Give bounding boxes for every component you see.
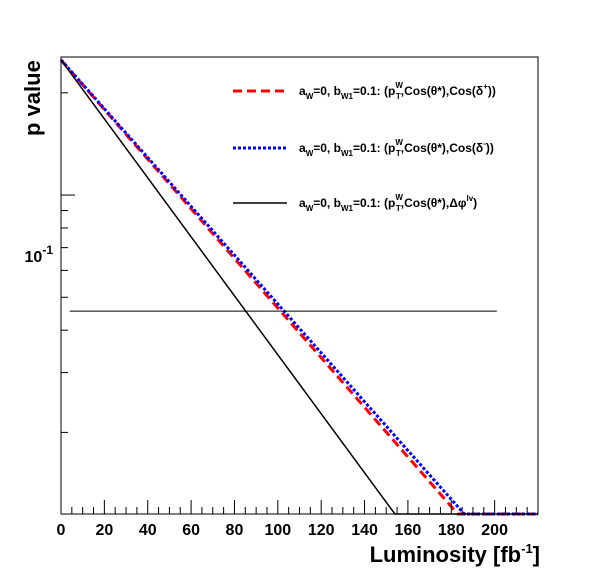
x-tick-label: 200: [481, 522, 508, 539]
y-tick-label: 10-1: [25, 243, 54, 266]
series-line-3: [60, 59, 538, 515]
x-axis-title: Luminosity [fb-1]: [370, 541, 540, 567]
x-tick-label: 80: [226, 522, 244, 539]
x-tick-label: 20: [95, 522, 113, 539]
x-tick-label: 160: [395, 522, 422, 539]
legend-entry-1: aW=0, bW1=0.1: (pW T,Cos(θ*),Cos(δ+)): [299, 81, 496, 101]
x-tick-label: 100: [264, 522, 291, 539]
x-tick-label: 120: [308, 522, 335, 539]
legend-entry-3: aW=0, bW1=0.1: (pW T,Cos(θ*),Δφlv): [299, 193, 477, 213]
x-tick-label: 140: [351, 522, 378, 539]
series-layer: [59, 58, 538, 516]
y-axis-title: p value: [20, 60, 45, 136]
legend: aW=0, bW1=0.1: (pW T,Cos(θ*),Cos(δ+)) aW=0…: [233, 81, 496, 213]
legend-entry-2: aW=0, bW1=0.1: (pW T,Cos(θ*),Cos(δ-)): [299, 138, 494, 158]
plot-frame: [60, 56, 539, 515]
x-tick-label: 180: [438, 522, 465, 539]
x-tick-label: 0: [57, 522, 66, 539]
axes: 0 20 40 60 80 100 120 140 160 180 200: [57, 92, 539, 539]
x-tick-label: 40: [139, 522, 157, 539]
x-tick-label: 60: [182, 522, 200, 539]
series-line-2: [59, 58, 538, 516]
series-line-1: [59, 58, 538, 516]
